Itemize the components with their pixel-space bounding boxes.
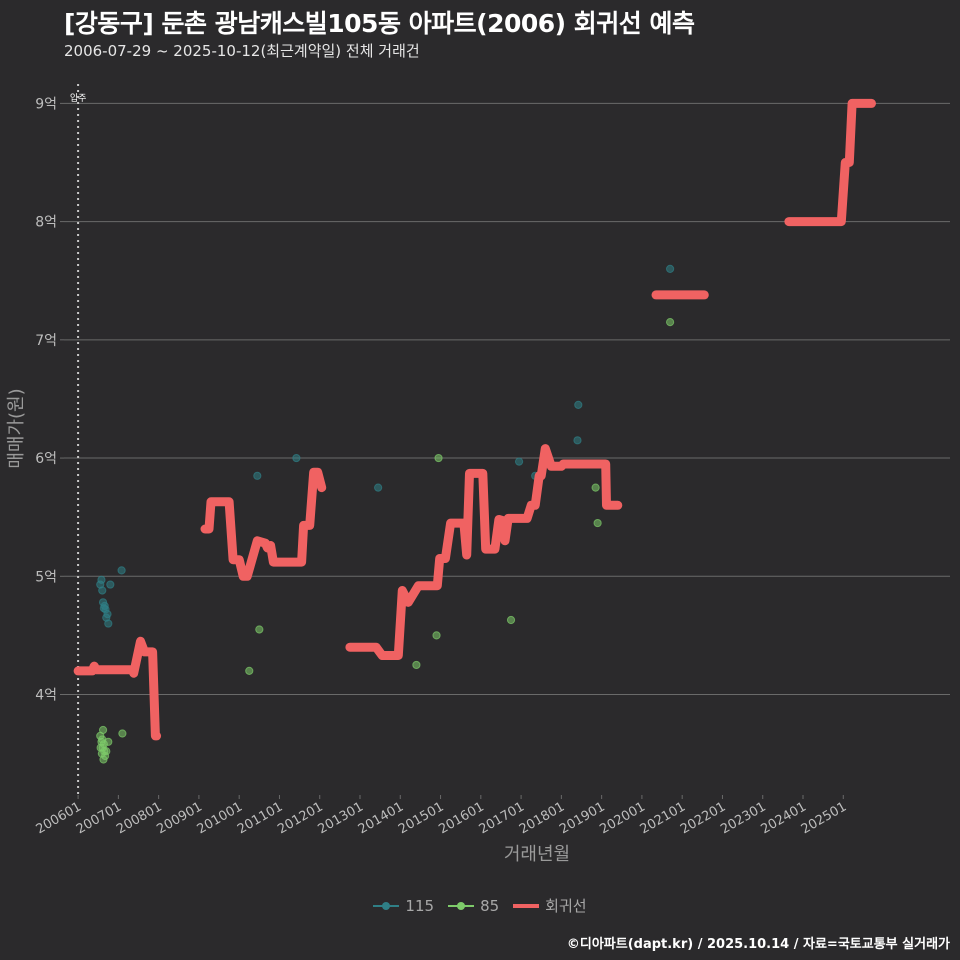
point-115 — [97, 575, 106, 584]
point-85 — [102, 747, 111, 756]
point-85 — [98, 725, 108, 735]
x-tick-label: 201301 — [316, 799, 366, 837]
y-axis-title: 매매가(원) — [6, 388, 27, 468]
x-tick-label: 202201 — [678, 799, 728, 837]
legend: 115 85 회귀선 — [0, 895, 960, 916]
x-tick-label: 201101 — [235, 799, 285, 837]
point-115 — [574, 400, 583, 409]
legend-label-85: 85 — [480, 896, 500, 915]
point-115 — [104, 619, 113, 628]
source-credit: ©디아파트(dapt.kr) / 2025.10.14 / 자료=국토교통부 실… — [566, 937, 950, 952]
x-tick-label: 201401 — [356, 799, 406, 837]
y-tick-label: 4억 — [35, 688, 57, 704]
y-tick-label: 7억 — [35, 333, 57, 349]
point-85 — [245, 666, 254, 675]
page-subtitle: 2006-07-29 ~ 2025-10-12(최근계약일) 전체 거래건 — [64, 42, 420, 60]
point-115 — [117, 566, 126, 575]
x-tick-label: 201201 — [275, 799, 325, 837]
x-tick-label: 201701 — [477, 799, 527, 837]
point-85 — [506, 615, 516, 625]
point-115 — [666, 264, 675, 273]
x-tick-label: 202501 — [799, 799, 849, 837]
point-85 — [432, 631, 441, 640]
point-115 — [98, 586, 107, 595]
regression-line — [73, 636, 162, 741]
legend-label-115: 115 — [405, 896, 435, 915]
page-title: [강동구] 둔촌 광남캐스빌105동 아파트(2006) 회귀선 예측 — [64, 9, 695, 38]
x-tick-label: 200801 — [114, 799, 164, 837]
x-tick-label: 202301 — [718, 799, 768, 837]
point-85 — [104, 737, 113, 746]
point-85 — [593, 518, 602, 528]
scatter-points — [96, 264, 675, 764]
legend-item-115[interactable]: 115 — [373, 897, 434, 915]
x-tick-label: 201801 — [517, 799, 567, 837]
point-115 — [106, 580, 115, 589]
y-tick-label: 5억 — [35, 569, 57, 585]
y-tick-label: 6억 — [35, 451, 57, 467]
regression-line — [784, 98, 876, 227]
x-tick-label: 200701 — [74, 799, 124, 837]
legend-label-regression: 회귀선 — [545, 897, 587, 915]
x-tick-label: 201001 — [195, 799, 245, 837]
point-85 — [412, 660, 421, 670]
x-tick-label: 201601 — [436, 799, 486, 837]
x-tick-label: 200601 — [34, 799, 84, 837]
axis-labels: 4억 5억 6억 7억 8억 9억 2006012007012008012009012010… — [6, 96, 849, 865]
legend-item-85[interactable]: 85 — [448, 897, 499, 915]
point-85 — [255, 625, 264, 634]
legend-key-regression — [513, 897, 540, 915]
point-115 — [253, 471, 262, 480]
point-115 — [103, 610, 112, 619]
point-115 — [374, 483, 383, 492]
x-tick-label: 201501 — [396, 799, 446, 837]
x-tick-label: 201901 — [557, 799, 607, 837]
y-tick-label: 8억 — [35, 215, 57, 231]
x-tick-label: 202101 — [638, 799, 688, 837]
legend-key-85 — [448, 897, 475, 915]
point-85 — [434, 453, 443, 463]
point-115 — [292, 453, 301, 463]
point-85 — [591, 483, 600, 492]
point-85 — [666, 317, 675, 327]
move-in-label: 입주 — [70, 92, 87, 104]
y-tick-label: 9억 — [35, 96, 57, 112]
x-axis-title: 거래년월 — [504, 844, 570, 865]
point-85 — [118, 729, 127, 738]
legend-key-115 — [373, 897, 400, 915]
regression-lines — [73, 98, 876, 741]
regression-line — [200, 467, 327, 581]
legend-item-regression[interactable]: 회귀선 — [513, 895, 587, 916]
annotation-layer: 입주 — [70, 84, 87, 795]
x-tick-label: 200901 — [154, 799, 204, 837]
regression-line — [345, 444, 623, 660]
point-115 — [514, 457, 524, 466]
x-tick-label: 202401 — [759, 799, 809, 837]
point-115 — [573, 436, 582, 445]
x-tick-label: 202001 — [597, 799, 647, 837]
grid-lines — [64, 102, 950, 696]
